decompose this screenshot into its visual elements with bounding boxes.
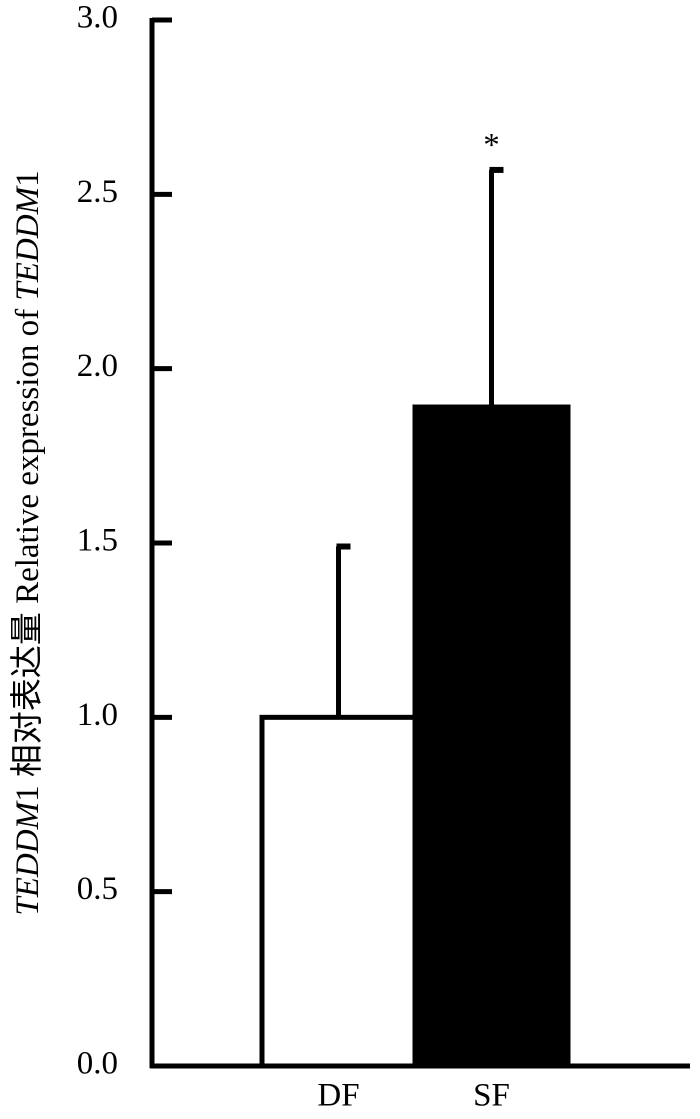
y-axis-label-part: 1 xyxy=(10,170,46,187)
bar xyxy=(412,404,571,1069)
y-tick-label: 1.0 xyxy=(77,697,118,733)
significance-marker: * xyxy=(483,128,500,164)
y-axis-label-part: TEDDM xyxy=(10,185,46,300)
y-axis-label-part: TEDDM xyxy=(10,800,46,915)
error-bar xyxy=(336,543,351,718)
y-axis-label-part: 1 相对表达量 Relative expression of xyxy=(9,301,46,802)
y-tick-label: 1.5 xyxy=(77,523,118,559)
y-tick-label: 0.5 xyxy=(77,871,118,907)
error-bar xyxy=(489,166,504,408)
x-tick-label: DF xyxy=(317,1078,359,1114)
x-tick-label: SF xyxy=(473,1078,510,1114)
y-tick-label: 2.5 xyxy=(77,174,118,210)
bar xyxy=(259,714,418,1069)
y-axis-label: TEDDM1 相对表达量 Relative expression of TEDD… xyxy=(9,170,46,915)
y-tick-label: 3.0 xyxy=(77,0,118,36)
y-tick-label: 2.0 xyxy=(77,348,118,384)
y-tick-label: 0.0 xyxy=(77,1046,118,1082)
